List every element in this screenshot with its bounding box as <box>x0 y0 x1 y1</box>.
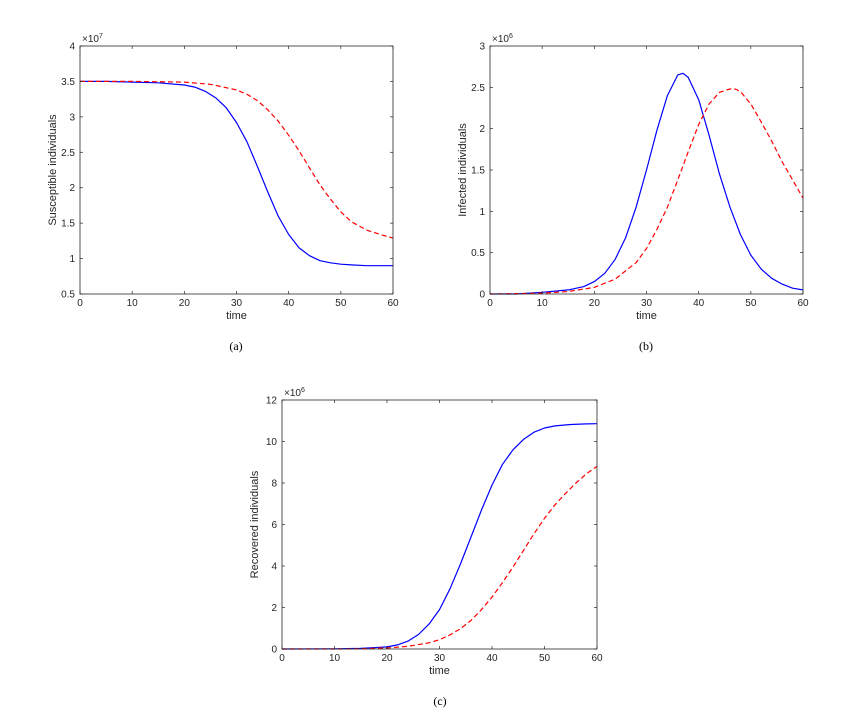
x-tick-label: 20 <box>179 298 191 309</box>
y-tick-label: 10 <box>266 437 278 448</box>
y-tick-label: 2 <box>271 603 277 614</box>
plot-frame <box>281 399 598 650</box>
x-tick-label: 20 <box>381 653 393 664</box>
series-line-solid <box>490 72 804 295</box>
chart-caption: (b) <box>639 339 653 353</box>
chart-c: 0 10 20 30 40 50 60 0 2 4 6 8 10 12 ×106 time Recovered … <box>249 387 603 708</box>
x-tick-label: 30 <box>641 298 653 309</box>
x-tick-label: 60 <box>387 298 399 309</box>
x-axis-label: time <box>636 310 657 322</box>
y-tick-label: 3.5 <box>61 77 75 88</box>
chart-b: 0 10 20 30 40 50 60 0 0.5 1 1.5 2 2.5 3 ×106 time Infect… <box>457 33 809 353</box>
y-tick-label: 1 <box>479 207 485 218</box>
y-axis-label: Recovered individuals <box>249 470 261 578</box>
y-tick-label: 0 <box>271 645 277 656</box>
plot-frame <box>79 45 394 295</box>
y-axis-label: Susceptible individuals <box>47 114 59 226</box>
x-tick-label: 40 <box>486 653 498 664</box>
y-tick-label: 1.5 <box>61 219 75 230</box>
y-tick-label: 6 <box>271 520 277 531</box>
x-tick-label: 50 <box>335 298 347 309</box>
series-line-dashed <box>489 88 804 295</box>
chart-caption: (a) <box>229 339 242 353</box>
y-tick-label: 0.5 <box>471 248 485 259</box>
y-tick-label: 2.5 <box>61 148 75 159</box>
series-line-dashed <box>80 80 394 239</box>
x-tick-label: 10 <box>329 653 341 664</box>
y-tick-label: 4 <box>69 42 75 53</box>
x-tick-label: 10 <box>127 298 139 309</box>
x-tick-label: 0 <box>279 653 285 664</box>
x-axis-label: time <box>429 665 450 677</box>
x-tick-label: 40 <box>283 298 295 309</box>
y-tick-label: 3 <box>69 112 75 123</box>
series-line-dashed <box>282 465 598 650</box>
x-tick-label: 50 <box>539 653 551 664</box>
x-tick-label: 0 <box>77 298 83 309</box>
y-tick-label: 4 <box>271 562 277 573</box>
y-tick-label: 1.5 <box>471 166 485 177</box>
y-tick-label: 2 <box>69 183 75 194</box>
x-tick-label: 30 <box>434 653 446 664</box>
y-tick-label: 1 <box>69 254 75 265</box>
y-exponent-label: ×106 <box>492 33 513 45</box>
x-tick-label: 40 <box>693 298 705 309</box>
x-tick-label: 10 <box>537 298 549 309</box>
y-tick-label: 0 <box>479 290 485 301</box>
series-line-solid <box>80 80 393 267</box>
y-axis-label: Infected individuals <box>457 123 469 217</box>
chart-a: 0 10 20 30 40 50 60 0.5 1 1.5 2 2.5 3 3.5 4 ×107 time Sus… <box>47 33 399 353</box>
x-tick-label: 20 <box>589 298 601 309</box>
x-tick-label: 60 <box>591 653 603 664</box>
y-tick-label: 0.5 <box>61 290 75 301</box>
chart-caption: (c) <box>433 694 446 708</box>
series-line-solid <box>281 423 598 650</box>
y-tick-label: 2 <box>479 124 485 135</box>
y-exponent-label: ×106 <box>284 387 305 399</box>
y-exponent-label: ×107 <box>82 33 103 45</box>
x-tick-label: 60 <box>797 298 809 309</box>
y-tick-label: 8 <box>271 479 277 490</box>
x-tick-label: 0 <box>487 298 493 309</box>
y-tick-label: 12 <box>266 396 278 407</box>
y-tick-label: 2.5 <box>471 83 485 94</box>
x-axis-label: time <box>226 310 247 322</box>
x-tick-label: 50 <box>745 298 757 309</box>
x-tick-label: 30 <box>231 298 243 309</box>
y-tick-label: 3 <box>479 42 485 53</box>
